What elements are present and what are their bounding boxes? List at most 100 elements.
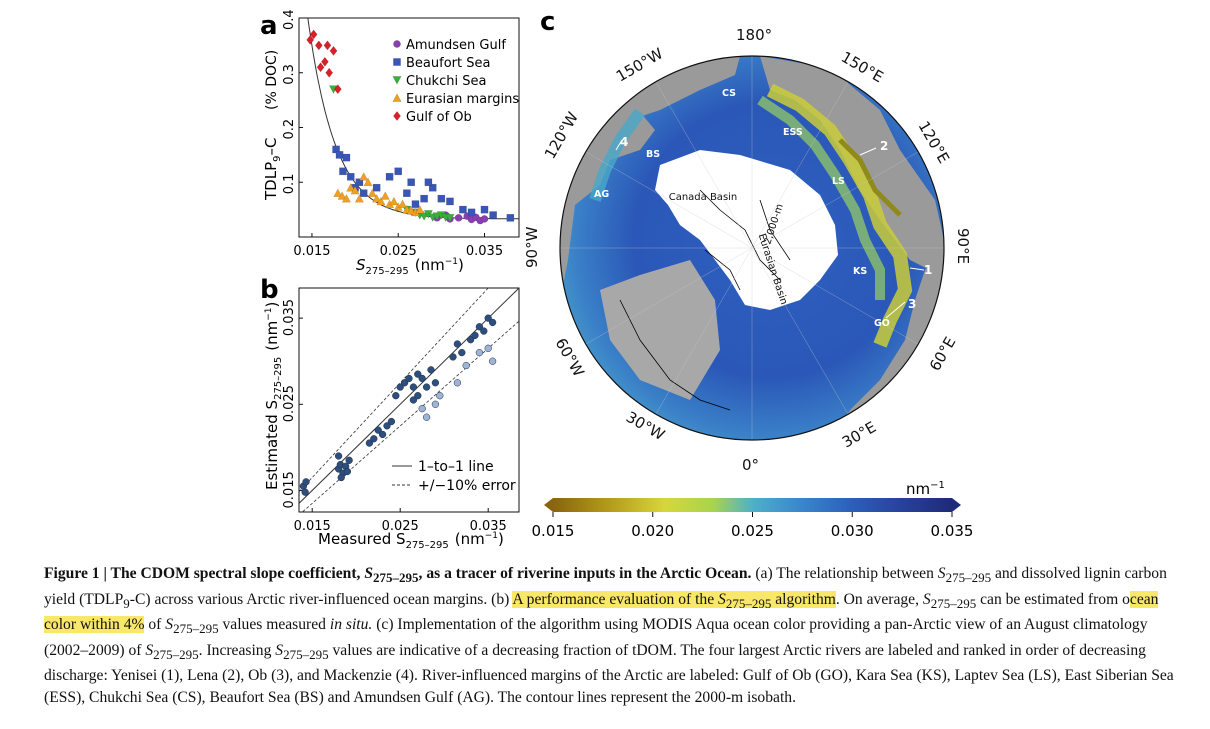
- data-point: [488, 357, 497, 365]
- panel-a-ylabel: TDLP9–C: [262, 138, 283, 201]
- data-point: [378, 430, 387, 439]
- legend-label: Eurasian margins: [406, 92, 519, 107]
- panel-a-xlabel: S275–295 (nm−1): [356, 256, 464, 277]
- data-point: [506, 214, 515, 222]
- data-point: [372, 183, 381, 192]
- legend-marker: [393, 58, 401, 66]
- upper-error-line: [299, 288, 489, 493]
- panel-c-label: c: [540, 7, 555, 37]
- data-point: [459, 205, 467, 214]
- caption-t4: . On average,: [835, 590, 923, 608]
- data-point: [341, 194, 351, 203]
- data-point: [392, 392, 400, 400]
- lon-150w: 150°W: [613, 44, 666, 85]
- data-point: [453, 379, 462, 387]
- caption-sub2: 275–295: [930, 595, 977, 611]
- data-point: [458, 348, 466, 357]
- data-point: [325, 67, 334, 78]
- data-point: [405, 374, 413, 383]
- data-point: [480, 327, 488, 335]
- data-point: [484, 344, 492, 352]
- lon-0: 0°: [742, 456, 759, 474]
- coastal-band-west: [589, 108, 645, 202]
- region-ag: AG: [594, 189, 609, 200]
- data-point: [484, 314, 492, 322]
- x-tick-label: 0.035: [470, 519, 507, 534]
- coastal-band-siberian: [838, 138, 902, 217]
- data-point: [394, 167, 403, 176]
- panel-a-x-ticks: 0.015 0.025 0.035: [293, 233, 503, 259]
- land-greenland: [600, 260, 720, 400]
- river-4: 4: [620, 135, 628, 149]
- colorbar: nm−1 0.015 0.020 0.025 0.030 0.035: [532, 480, 974, 540]
- data-point: [403, 189, 411, 198]
- colorbar-ticks: 0.015 0.020 0.025 0.030 0.035: [532, 512, 974, 540]
- caption-t7: values measured: [218, 616, 330, 634]
- y-tick-label: 0.3: [282, 64, 297, 85]
- caption-figure-label: Figure 1: [44, 565, 100, 582]
- data-point: [409, 383, 418, 391]
- data-point: [420, 194, 428, 203]
- colorbar-tick-label: 0.030: [831, 522, 874, 540]
- panel-a: a 0.1 0.2 0.3 0.4 0.015 0.025 0.035 TDLP9–C (…: [260, 9, 520, 277]
- y-tick-label: 0.025: [282, 385, 297, 422]
- data-point: [389, 196, 399, 206]
- data-point: [437, 194, 446, 203]
- data-point: [372, 194, 382, 203]
- region-ls: LS: [832, 176, 845, 187]
- data-point: [471, 331, 479, 340]
- caption-t9: . Increasing: [198, 641, 276, 659]
- x-tick-label: 0.015: [293, 244, 330, 259]
- caption-sub4: 275–295: [153, 646, 199, 662]
- colorbar-unit: nm−1: [906, 480, 945, 498]
- data-point: [418, 374, 426, 383]
- lon-90w: 90°W: [523, 226, 541, 268]
- panel-b-legend: 1–to–1 line +/−10% error: [392, 459, 516, 494]
- colorbar-tick-label: 0.035: [931, 522, 974, 540]
- panel-b-points: [299, 314, 497, 496]
- data-point: [346, 183, 356, 192]
- caption-t8: (c) Implementation of the algorithm usin…: [44, 616, 1148, 659]
- caption-t7i: in situ.: [329, 616, 373, 634]
- data-point: [334, 452, 343, 460]
- river-4-pointer: [615, 139, 623, 151]
- data-point: [333, 84, 342, 95]
- data-point: [374, 426, 382, 434]
- isobath-contour: [619, 189, 791, 411]
- panel-b-ylabel: Estimated S275–295(nm−1): [263, 302, 284, 490]
- panel-b: b 0.015 0.025 0.035 0.015 0.025 0.035 Estima…: [260, 275, 520, 551]
- caption-s: S: [937, 565, 946, 582]
- panel-b-x-ticks: 0.015 0.025 0.035: [294, 508, 507, 534]
- data-point: [376, 196, 386, 206]
- caption-sub5: 275–295: [283, 646, 329, 662]
- data-point: [383, 422, 391, 430]
- figure-caption: Figure 1 | The CDOM spectral slope coeff…: [44, 563, 1194, 708]
- colorbar-tick-label: 0.025: [731, 522, 774, 540]
- region-ks: KS: [853, 266, 867, 277]
- data-point: [363, 177, 373, 187]
- colorbar-left-arrow: [544, 498, 553, 512]
- data-point: [316, 62, 325, 73]
- data-point: [449, 353, 457, 361]
- data-point: [387, 417, 396, 426]
- data-point: [306, 34, 315, 45]
- caption-t2: and dissolved lignin carbon yield (TDLP: [44, 565, 1167, 608]
- river-2: 2: [880, 139, 888, 153]
- panel-a-legend: Amundsen Gulf Beaufort Sea Chukchi Sea Eura…: [392, 38, 519, 125]
- data-point: [329, 45, 338, 56]
- colorbar-tick-label: 0.015: [532, 522, 575, 540]
- data-point: [428, 183, 437, 192]
- polar-map: [560, 56, 944, 440]
- lower-error-line: [301, 320, 519, 512]
- data-point: [359, 172, 369, 181]
- coastal-band-east: [766, 83, 913, 348]
- river-1-pointer: [909, 267, 925, 271]
- data-point: [419, 212, 429, 221]
- graticule: [560, 56, 944, 440]
- caption-title-sub: 275–295: [373, 570, 419, 586]
- data-point: [422, 413, 431, 421]
- data-point: [407, 178, 415, 187]
- data-point: [480, 205, 489, 214]
- caption-t10: values are indicative of a decreasing fr…: [44, 641, 1174, 706]
- legend-marker: [392, 93, 402, 102]
